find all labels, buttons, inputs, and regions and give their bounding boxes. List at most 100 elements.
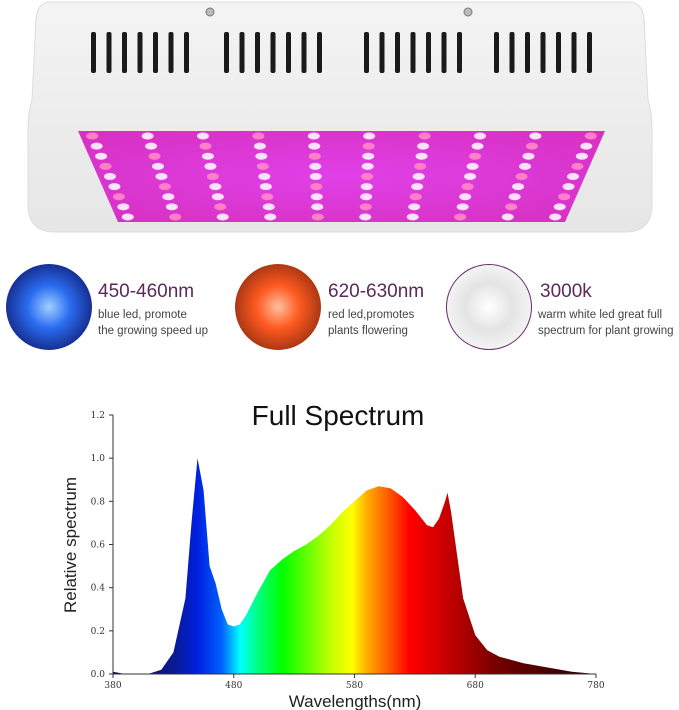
y-axis-label: Relative spectrum — [61, 477, 80, 613]
led — [456, 203, 469, 211]
led — [311, 203, 324, 211]
led — [359, 213, 372, 221]
vent-slot — [441, 32, 447, 73]
led — [454, 213, 467, 221]
led — [529, 132, 542, 140]
vent-slot — [571, 32, 577, 73]
vent-slot — [91, 32, 96, 73]
led — [363, 132, 376, 140]
led — [264, 213, 277, 221]
led — [99, 162, 112, 170]
led — [148, 152, 161, 160]
feature-blue-title: 450-460nm — [98, 281, 195, 302]
vent-slot — [556, 32, 561, 73]
led — [549, 213, 562, 221]
feature-white-desc-line1: warm white led great full — [538, 309, 662, 321]
led — [145, 142, 158, 150]
spectrum-chart: Full Spectrum 380 480 580 680 780 0.0 0.2 0.4 0.… — [61, 400, 605, 710]
vent-slot — [239, 32, 245, 73]
led — [525, 142, 538, 150]
led — [360, 183, 373, 191]
led — [252, 132, 265, 140]
led — [310, 193, 323, 201]
x-tick-label: 680 — [467, 681, 484, 691]
vent-slot — [494, 32, 499, 73]
led — [359, 203, 372, 211]
led — [104, 173, 116, 180]
led — [162, 193, 175, 201]
grow-light-lamp — [27, 1, 653, 233]
led — [459, 193, 472, 201]
led — [409, 193, 422, 201]
led — [308, 152, 321, 160]
led — [501, 213, 514, 221]
vent-slot — [106, 32, 112, 73]
vent-slot — [457, 32, 462, 73]
led — [112, 193, 125, 201]
led — [361, 162, 374, 170]
led — [311, 213, 324, 221]
led — [214, 203, 227, 211]
led — [108, 183, 121, 191]
vent-slot — [426, 32, 431, 73]
vent-slot — [168, 32, 174, 73]
screw-icon — [463, 7, 473, 17]
led — [558, 193, 571, 201]
led — [522, 152, 535, 160]
blue-chip-icon — [6, 264, 92, 350]
y-tick-label: 1.2 — [91, 411, 105, 421]
led — [206, 173, 219, 180]
vent-slot — [286, 32, 291, 73]
screw-icon — [205, 7, 215, 17]
led — [415, 152, 428, 160]
vent-slot — [270, 32, 276, 73]
led — [211, 193, 224, 201]
white-chip-icon — [446, 264, 532, 350]
vent-slot — [540, 32, 546, 73]
led — [121, 213, 134, 221]
vents — [91, 32, 592, 73]
led — [151, 162, 164, 170]
led — [169, 213, 182, 221]
led — [117, 203, 130, 211]
led — [505, 203, 518, 211]
led — [262, 203, 275, 211]
spectrum-area — [113, 458, 596, 674]
led — [464, 173, 477, 180]
led — [584, 132, 597, 140]
led — [361, 173, 374, 180]
led — [204, 162, 217, 170]
led — [562, 183, 575, 191]
y-tick-label: 0.8 — [91, 497, 106, 507]
led — [414, 162, 427, 170]
led — [553, 203, 566, 211]
feature-blue-desc-line1: blue led, promote — [98, 309, 187, 321]
vent-slot — [364, 32, 369, 73]
led — [580, 142, 593, 150]
led — [411, 183, 424, 191]
y-tick-label: 0.4 — [91, 584, 106, 594]
led — [406, 213, 419, 221]
led — [412, 173, 425, 180]
x-tick-label: 480 — [225, 681, 242, 691]
feature-red-desc-line1: red led,promotes — [328, 309, 415, 321]
led — [309, 162, 322, 170]
led — [95, 152, 108, 160]
led — [90, 142, 103, 150]
led — [512, 183, 525, 191]
led — [258, 173, 271, 180]
vent-slot — [525, 32, 530, 73]
led — [261, 193, 274, 201]
x-tick-label: 580 — [346, 681, 363, 691]
led — [253, 142, 266, 150]
vent-slot — [317, 32, 322, 73]
feature-white-title: 3000k — [540, 281, 592, 302]
led — [360, 193, 373, 201]
led-grid — [86, 132, 597, 221]
led — [255, 152, 268, 160]
feature-blue-desc-line2: the growing speed up — [98, 325, 208, 337]
vent-slot — [137, 32, 143, 73]
led — [141, 132, 154, 140]
led — [418, 132, 431, 140]
